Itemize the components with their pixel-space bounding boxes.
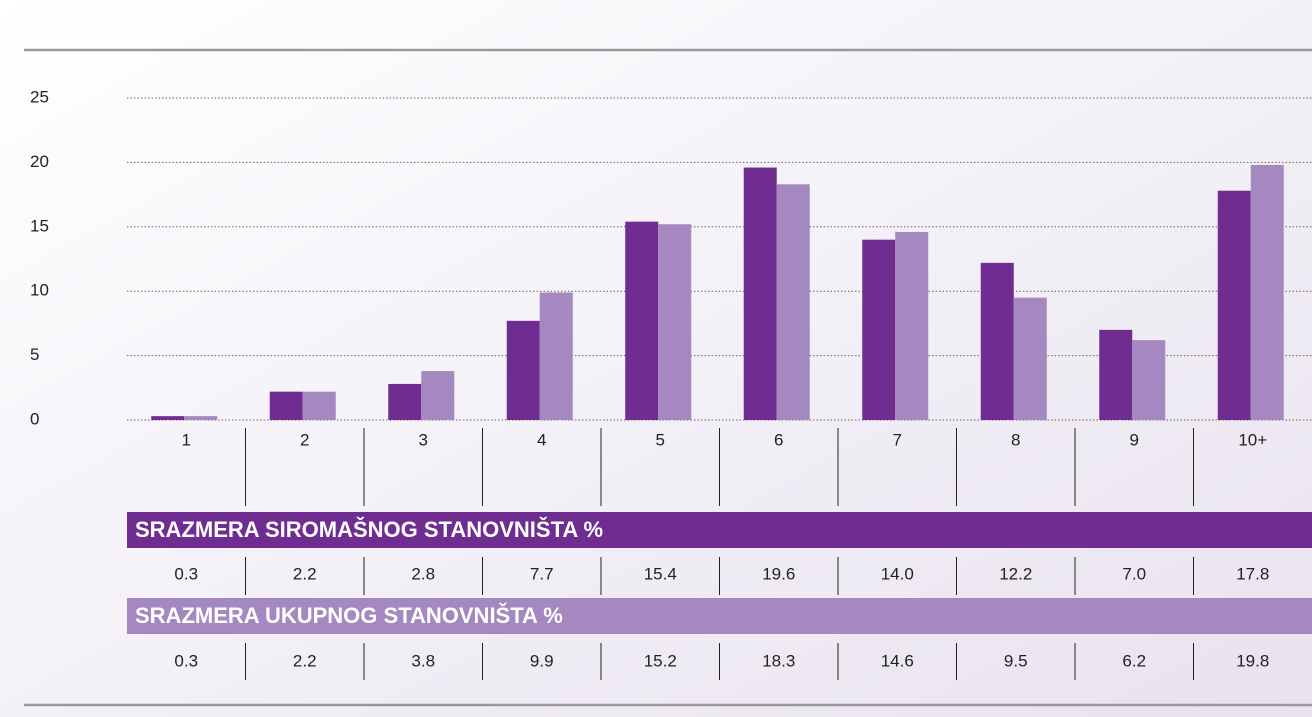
table-value: 14.0 <box>881 564 914 583</box>
table-value: 0.3 <box>174 651 198 670</box>
bar <box>388 383 422 420</box>
bar <box>302 391 336 420</box>
bar <box>269 391 303 420</box>
table-value: 14.6 <box>881 651 914 670</box>
y-tick-label: 5 <box>30 345 39 364</box>
bar <box>506 320 540 420</box>
y-tick-label: 20 <box>30 152 49 171</box>
table-value: 9.9 <box>530 651 554 670</box>
x-tick-label: 6 <box>774 430 783 449</box>
bar <box>184 416 218 420</box>
x-tick-label: 10+ <box>1238 430 1267 449</box>
table-value: 0.3 <box>174 564 198 583</box>
x-tick-label: 3 <box>419 430 428 449</box>
bar <box>1099 329 1133 420</box>
table-value: 15.2 <box>644 651 677 670</box>
series-name: SRAZMERA UKUPNOG STANOVNIŠTA % <box>135 603 563 628</box>
x-tick-label: 2 <box>300 430 309 449</box>
table-value: 19.8 <box>1236 651 1269 670</box>
bar <box>658 224 692 420</box>
y-tick-label: 0 <box>30 409 39 428</box>
table-value: 2.8 <box>411 564 435 583</box>
table-value: 17.8 <box>1236 564 1269 583</box>
bar <box>1250 164 1284 420</box>
x-tick-label: 7 <box>893 430 902 449</box>
bar <box>862 239 896 420</box>
x-tick-label: 1 <box>182 430 191 449</box>
bar <box>776 184 810 420</box>
bar <box>1013 297 1047 420</box>
bar <box>151 416 185 420</box>
bar <box>1217 190 1251 420</box>
bar <box>980 262 1014 420</box>
x-tick-label: 8 <box>1011 430 1020 449</box>
bar <box>895 231 929 420</box>
series-band <box>127 512 1312 548</box>
table-value: 3.8 <box>411 651 435 670</box>
table-value: 7.0 <box>1122 564 1146 583</box>
table-value: 2.2 <box>293 564 317 583</box>
table-value: 7.7 <box>530 564 554 583</box>
y-tick-label: 15 <box>30 216 49 235</box>
series-band <box>127 598 1312 634</box>
table-value: 18.3 <box>762 651 795 670</box>
bar <box>743 167 777 420</box>
table-value: 19.6 <box>762 564 795 583</box>
series-name: SRAZMERA SIROMAŠNOG STANOVNIŠTA % <box>135 517 603 542</box>
bar <box>1132 340 1166 420</box>
x-tick-label: 5 <box>656 430 665 449</box>
bar <box>625 221 659 420</box>
x-tick-label: 4 <box>537 430 546 449</box>
table-value: 2.2 <box>293 651 317 670</box>
table-value: 9.5 <box>1004 651 1028 670</box>
bar <box>421 371 455 420</box>
bar <box>539 292 573 420</box>
table-value: 6.2 <box>1122 651 1146 670</box>
table-value: 15.4 <box>644 564 677 583</box>
x-tick-label: 9 <box>1130 430 1139 449</box>
table-value: 12.2 <box>999 564 1032 583</box>
y-tick-label: 10 <box>30 281 49 300</box>
y-tick-label: 25 <box>30 87 49 106</box>
